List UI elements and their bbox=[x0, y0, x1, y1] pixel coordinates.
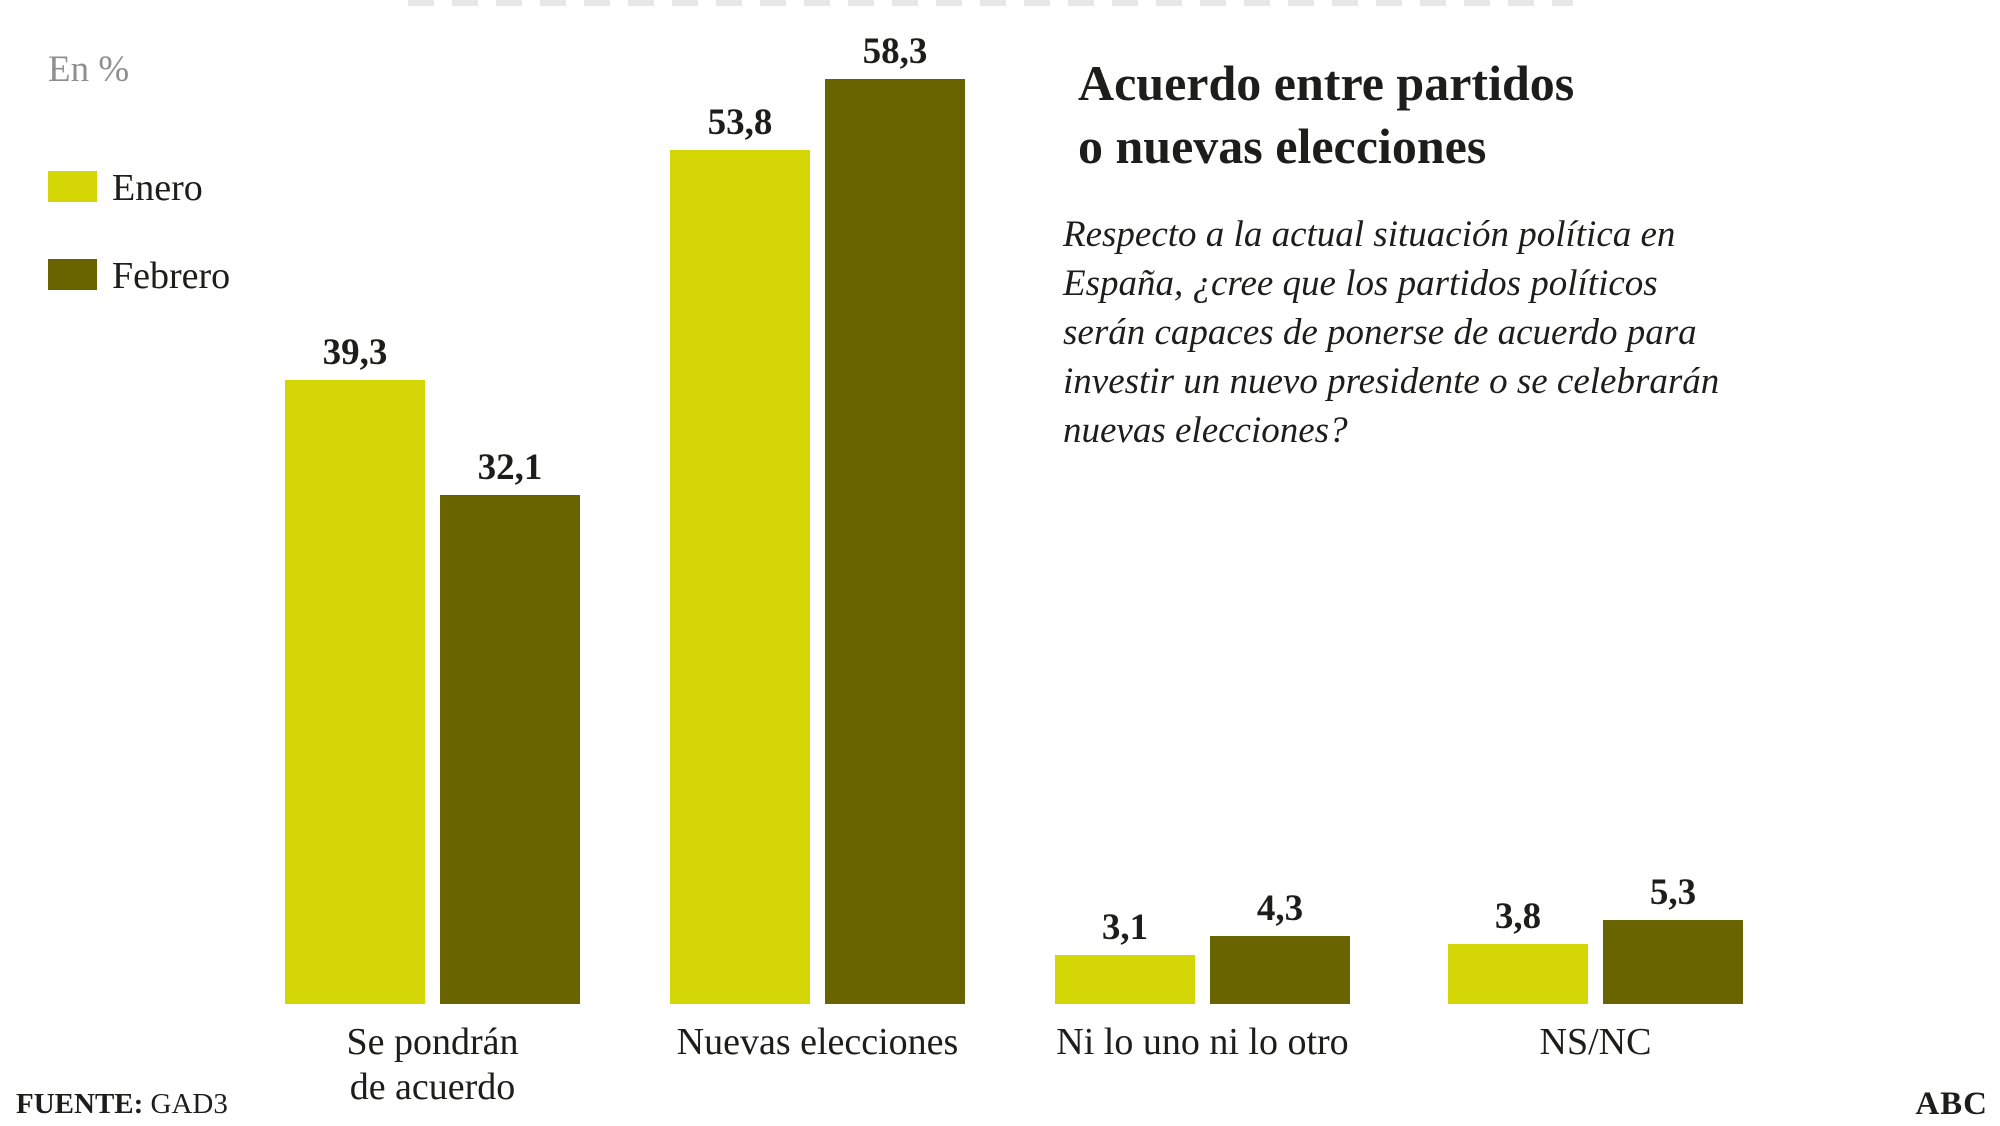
source-label: FUENTE: bbox=[16, 1088, 144, 1120]
bar-value-febrero-2: 58,3 bbox=[862, 31, 928, 72]
category-label-2: Nuevas elecciones bbox=[558, 1020, 1078, 1065]
source-value: GAD3 bbox=[150, 1088, 228, 1120]
bar-febrero-2 bbox=[825, 79, 965, 1004]
category-label-line: NS/NC bbox=[1539, 1021, 1652, 1063]
chart-title-line1: Acuerdo entre partidos bbox=[1078, 55, 1575, 111]
question-line: investir un nuevo presidente o se celebr… bbox=[1063, 361, 1720, 402]
bar-value-enero-4: 3,8 bbox=[1494, 896, 1542, 937]
category-label-4: NS/NC bbox=[1336, 1020, 1856, 1065]
question-line: nuevas elecciones? bbox=[1063, 410, 1348, 451]
category-label-line: de acuerdo bbox=[349, 1066, 516, 1108]
category-label-1: Se pondrán de acuerdo bbox=[173, 1020, 693, 1110]
question-line: España, ¿cree que los partidos políticos bbox=[1063, 263, 1658, 304]
bar-value-febrero-3: 4,3 bbox=[1256, 888, 1304, 929]
bar-enero-4 bbox=[1448, 944, 1588, 1004]
category-label-3: Ni lo uno ni lo otro bbox=[943, 1020, 1463, 1065]
legend-label-febrero: Febrero bbox=[112, 255, 231, 297]
febrero-color-swatch bbox=[48, 259, 97, 290]
bar-enero-1 bbox=[285, 380, 425, 1004]
bar-febrero-1 bbox=[440, 495, 580, 1004]
category-label-line: Nuevas elecciones bbox=[676, 1021, 959, 1063]
chart-title: Acuerdo entre partidos o nuevas eleccion… bbox=[1078, 52, 1574, 178]
category-label-line: Ni lo uno ni lo otro bbox=[1056, 1021, 1349, 1063]
bar-value-febrero-1: 32,1 bbox=[477, 447, 543, 488]
brand-logo: ABC bbox=[1915, 1086, 1988, 1122]
bar-enero-3 bbox=[1055, 955, 1195, 1004]
chart-title-line2: o nuevas elecciones bbox=[1078, 118, 1487, 174]
enero-color-swatch bbox=[48, 171, 97, 202]
bar-febrero-3 bbox=[1210, 936, 1350, 1004]
bar-value-enero-3: 3,1 bbox=[1101, 907, 1149, 948]
units-label: En % bbox=[48, 49, 130, 90]
question-line: Respecto a la actual situación política … bbox=[1063, 214, 1676, 255]
bar-enero-2 bbox=[670, 150, 810, 1004]
bar-febrero-4 bbox=[1603, 920, 1743, 1004]
bar-value-febrero-4: 5,3 bbox=[1649, 872, 1697, 913]
cropped-text-artifact bbox=[408, 0, 1573, 6]
bar-value-enero-2: 53,8 bbox=[707, 102, 773, 143]
source-note: FUENTE: GAD3 bbox=[16, 1088, 228, 1121]
bar-value-enero-1: 39,3 bbox=[322, 332, 388, 373]
category-label-line: Se pondrán bbox=[346, 1021, 519, 1063]
legend-label-enero: Enero bbox=[112, 167, 203, 209]
survey-question: Respecto a la actual situación política … bbox=[1063, 210, 1983, 455]
question-line: serán capaces de ponerse de acuerdo para bbox=[1063, 312, 1697, 353]
